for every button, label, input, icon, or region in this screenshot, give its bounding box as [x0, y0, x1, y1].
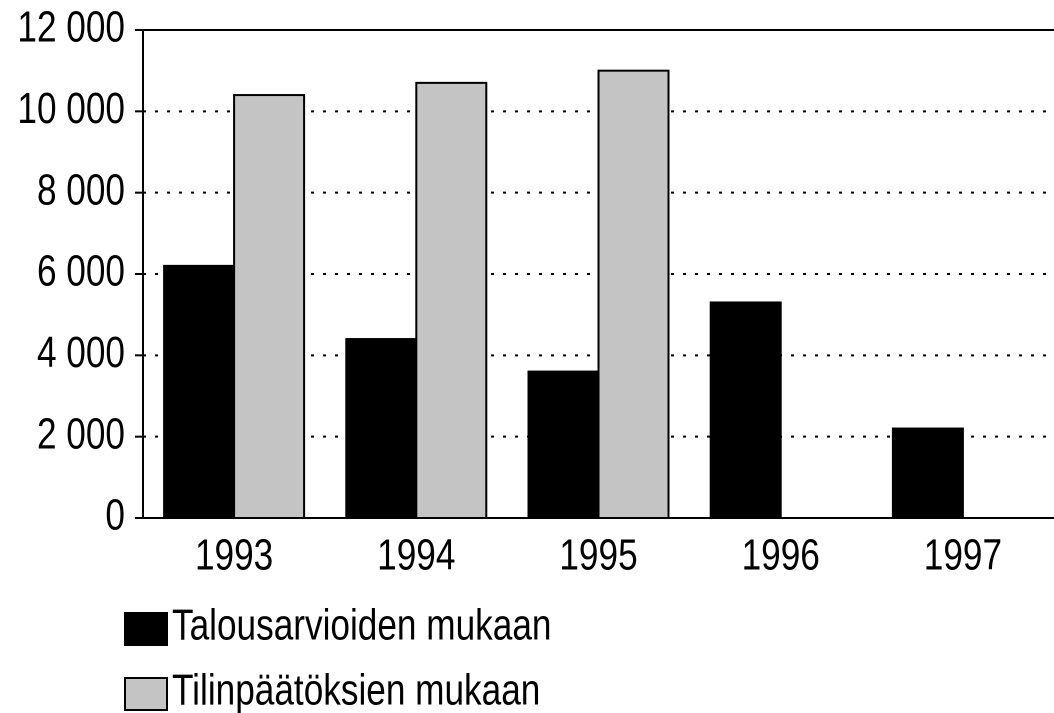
bar	[415, 81, 488, 519]
y-tick-label: 4 000	[37, 328, 125, 377]
bar	[709, 301, 782, 520]
y-tick-label: 6 000	[37, 247, 125, 296]
x-tick-label: 1996	[742, 531, 820, 580]
bar	[527, 370, 600, 519]
bar	[163, 264, 236, 519]
bar	[891, 427, 964, 519]
legend-label: Tilinpäätöksien mukaan	[172, 666, 540, 713]
x-tick-label: 1995	[559, 531, 637, 580]
y-tick-label: 0	[105, 491, 125, 540]
y-tick-label: 8 000	[37, 166, 125, 215]
bar	[233, 94, 306, 519]
x-tick-label: 1994	[377, 531, 455, 580]
x-tick-label: 1997	[924, 531, 1002, 580]
bar	[345, 338, 418, 520]
y-tick-label: 12 000	[17, 3, 125, 52]
y-tick-label: 10 000	[17, 84, 125, 133]
bar	[597, 69, 670, 520]
y-tick-label: 2 000	[37, 410, 125, 459]
legend-swatch	[124, 677, 168, 711]
x-tick-label: 1993	[195, 531, 273, 580]
legend-label: Talousarvioiden mukaan	[172, 601, 551, 650]
legend-swatch	[124, 612, 168, 646]
